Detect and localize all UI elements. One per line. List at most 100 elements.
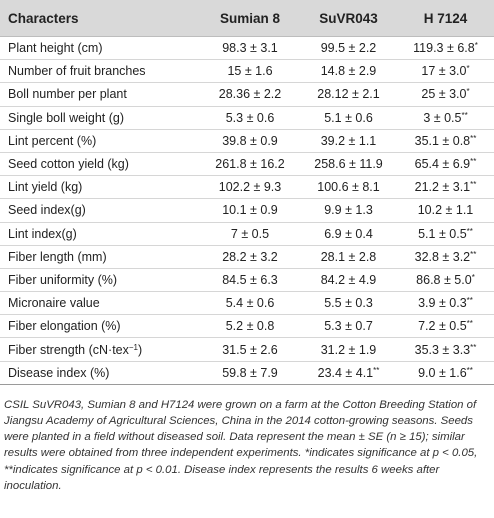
cell-value: 5.3 ± 0.7 (324, 319, 373, 334)
cell-value: 86.8 ± 5.0 (416, 272, 472, 287)
table-cell: 5.1 ± 0.5** (397, 222, 494, 246)
table-cell: 28.36 ± 2.2 (200, 82, 300, 107)
table-row: Disease index (%) 59.8 ± 7.9 23.4 ± 4.1** 9… (0, 361, 494, 385)
row-label-superscript: −1 (128, 342, 138, 352)
table-cell: 39.8 ± 0.9 (200, 129, 300, 153)
table-cell: 119.3 ± 6.8* (397, 36, 494, 61)
cell-value: 119.3 ± 6.8 (413, 41, 475, 56)
significance-marker: ** (466, 226, 473, 236)
table-cell: 5.1 ± 0.6 (300, 106, 397, 130)
table-body: Plant height (cm) 98.3 ± 3.1 99.5 ± 2.2 119… (0, 36, 494, 385)
header-characters: Characters (0, 0, 200, 37)
cell-value: 9.0 ± 1.6 (418, 365, 467, 380)
cell-value: 21.2 ± 3.1 (414, 180, 471, 195)
row-label-text: Lint index(g) (8, 226, 77, 241)
cell-value: 98.3 ± 3.1 (222, 41, 278, 56)
table-row: Lint index(g) 7 ± 0.5 6.9 ± 0.4 5.1 ± 0.5** (0, 222, 494, 246)
cell-value: 28.1 ± 2.8 (320, 249, 377, 264)
table-cell: 99.5 ± 2.2 (300, 36, 397, 61)
table-cell: 17 ± 3.0* (397, 59, 494, 84)
table-cell: 21.2 ± 3.1** (397, 175, 494, 200)
cell-value: 28.12 ± 2.1 (317, 87, 380, 102)
table-cell: 258.6 ± 11.9 (300, 152, 397, 177)
cell-value: 14.8 ± 2.9 (320, 64, 377, 79)
table-row: Fiber elongation (%) 5.2 ± 0.8 5.3 ± 0.7 7.… (0, 314, 494, 339)
row-label-text: Micronaire value (8, 296, 100, 311)
cell-value: 102.2 ± 9.3 (218, 180, 282, 195)
significance-marker: * (474, 41, 478, 51)
cell-value: 100.6 ± 8.1 (317, 180, 380, 195)
table-cell: 25 ± 3.0* (397, 82, 494, 107)
table-cell: 35.3 ± 3.3** (397, 337, 494, 362)
cell-value: 258.6 ± 11.9 (314, 157, 383, 172)
table-cell: 23.4 ± 4.1** (300, 361, 397, 385)
table-cell: 5.3 ± 0.7 (300, 314, 397, 339)
header-row: Characters Sumian 8 SuVR043 H 7124 (0, 0, 494, 37)
cell-value: 7 ± 0.5 (230, 226, 270, 241)
table-cell: 100.6 ± 8.1 (300, 175, 397, 200)
significance-marker: ** (373, 365, 380, 375)
significance-marker: ** (470, 133, 477, 143)
row-label-text: Fiber uniformity (%) (8, 272, 118, 287)
row-label: Lint percent (%) (0, 129, 200, 153)
cell-value: 10.1 ± 0.9 (222, 203, 278, 218)
significance-marker: ** (466, 319, 473, 329)
cell-value: 99.5 ± 2.2 (320, 41, 377, 56)
table-cell: 98.3 ± 3.1 (200, 36, 300, 61)
cell-value: 35.1 ± 0.8 (414, 133, 471, 148)
row-label: Fiber uniformity (%) (0, 268, 200, 293)
cell-value: 28.2 ± 3.2 (222, 249, 278, 264)
row-label: Fiber length (mm) (0, 245, 200, 269)
cell-value: 5.1 ± 0.5 (418, 226, 467, 241)
row-label-text: Seed cotton yield (kg) (8, 157, 129, 172)
significance-marker: ** (470, 342, 477, 352)
table-cell: 28.2 ± 3.2 (200, 245, 300, 269)
data-table: Characters Sumian 8 SuVR043 H 7124 Plant… (0, 0, 494, 385)
cell-value: 31.5 ± 2.6 (222, 342, 278, 357)
header-suvr043: SuVR043 (300, 0, 397, 37)
table-cell: 5.3 ± 0.6 (200, 106, 300, 130)
cell-value: 32.8 ± 3.2 (414, 249, 471, 264)
table-row: Micronaire value 5.4 ± 0.6 5.5 ± 0.3 3.9 ± … (0, 291, 494, 316)
row-label-text: Single boll weight (g) (8, 110, 125, 125)
table-cell: 3.9 ± 0.3** (397, 291, 494, 316)
table-row: Lint percent (%) 39.8 ± 0.9 39.2 ± 1.1 35.1… (0, 129, 494, 153)
cell-value: 3 ± 0.5 (423, 110, 462, 125)
cell-value: 59.8 ± 7.9 (222, 365, 278, 380)
table-cell: 31.2 ± 1.9 (300, 337, 397, 362)
table-cell: 5.5 ± 0.3 (300, 291, 397, 316)
table-cell: 10.2 ± 1.1 (397, 198, 494, 223)
significance-marker: ** (470, 180, 477, 190)
table-cell: 39.2 ± 1.1 (300, 129, 397, 153)
table-cell: 31.5 ± 2.6 (200, 337, 300, 362)
table-cell: 5.2 ± 0.8 (200, 314, 300, 339)
table-row: Lint yield (kg) 102.2 ± 9.3 100.6 ± 8.1 21.… (0, 175, 494, 200)
row-label-text: Disease index (%) (8, 365, 110, 380)
table-cell: 28.12 ± 2.1 (300, 82, 397, 107)
significance-marker: ** (461, 110, 468, 120)
table-cell: 7 ± 0.5 (200, 222, 300, 246)
cell-value: 9.9 ± 1.3 (324, 203, 373, 218)
table-row: Number of fruit branches 15 ± 1.6 14.8 ± 2… (0, 59, 494, 84)
table-row: Fiber length (mm) 28.2 ± 3.2 28.1 ± 2.8 32.… (0, 245, 494, 269)
cell-value: 39.2 ± 1.1 (320, 133, 377, 148)
row-label-text: Number of fruit branches (8, 64, 146, 79)
table-cell: 86.8 ± 5.0* (397, 268, 494, 293)
table-cell: 84.5 ± 6.3 (200, 268, 300, 293)
table-cell: 10.1 ± 0.9 (200, 198, 300, 223)
row-label-text: Lint yield (kg) (8, 180, 83, 195)
table-cell: 14.8 ± 2.9 (300, 59, 397, 84)
row-label-text: Boll number per plant (8, 87, 127, 102)
table-cell: 28.1 ± 2.8 (300, 245, 397, 269)
row-label-tail: ) (138, 342, 143, 357)
table-cell: 6.9 ± 0.4 (300, 222, 397, 246)
row-label-text: Plant height (cm) (8, 41, 103, 56)
table-row: Fiber uniformity (%) 84.5 ± 6.3 84.2 ± 4.9… (0, 268, 494, 293)
cell-value: 23.4 ± 4.1 (317, 365, 374, 380)
cell-value: 15 ± 1.6 (227, 64, 273, 79)
table-footnote: CSIL SuVR043, Sumian 8 and H7124 were gr… (4, 398, 478, 492)
table-cell: 35.1 ± 0.8** (397, 129, 494, 153)
table-cell: 3 ± 0.5** (397, 106, 494, 130)
significance-marker: ** (466, 365, 473, 375)
cell-value: 5.4 ± 0.6 (225, 296, 275, 311)
